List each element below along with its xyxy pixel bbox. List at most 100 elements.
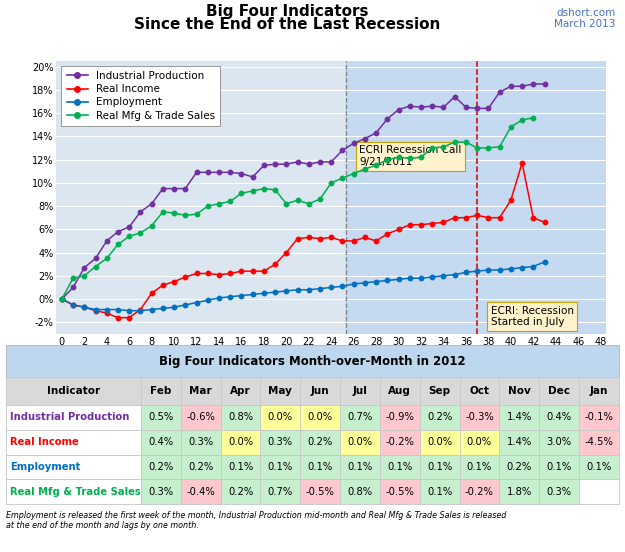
Bar (141, 455, 181, 480)
Bar (539, 480, 579, 505)
Text: ECRI Recession Call
9/21/2011: ECRI Recession Call 9/21/2011 (359, 145, 462, 167)
Text: 0.1%: 0.1% (586, 462, 611, 472)
Bar (420, 455, 459, 480)
Bar (6, 455, 141, 480)
Bar (340, 377, 380, 405)
Bar (539, 480, 579, 505)
Bar (221, 377, 261, 405)
Text: -0.5%: -0.5% (386, 487, 414, 497)
Text: 0.2%: 0.2% (308, 437, 332, 447)
Bar (6, 377, 141, 405)
Bar (539, 377, 579, 405)
Text: ECRI: Recession
Started in July: ECRI: Recession Started in July (491, 306, 574, 327)
Bar (579, 480, 619, 505)
Bar (340, 455, 380, 480)
Text: Apr: Apr (230, 386, 251, 396)
Bar (6, 405, 141, 430)
Bar (420, 480, 459, 505)
Bar (300, 480, 340, 505)
Text: 0.1%: 0.1% (348, 462, 372, 472)
Text: 0.2%: 0.2% (228, 487, 253, 497)
Text: Aug: Aug (388, 386, 411, 396)
Bar (539, 405, 579, 430)
Bar (380, 455, 420, 480)
Bar (181, 377, 221, 405)
Bar (300, 480, 340, 505)
Bar (340, 405, 380, 430)
Bar (6, 480, 141, 505)
Bar (181, 455, 221, 480)
Bar (459, 430, 499, 455)
Bar (459, 377, 499, 405)
Text: 0.2%: 0.2% (507, 462, 532, 472)
Bar (380, 480, 420, 505)
Bar (539, 405, 579, 430)
Bar (459, 405, 499, 430)
Bar (141, 480, 181, 505)
Text: Nov: Nov (508, 386, 531, 396)
Bar (6, 405, 141, 430)
Bar (579, 455, 619, 480)
Text: 0.3%: 0.3% (188, 437, 213, 447)
Bar (300, 455, 340, 480)
Text: Feb: Feb (150, 386, 172, 396)
Bar (300, 377, 340, 405)
Text: 0.0%: 0.0% (427, 437, 452, 447)
Bar (340, 377, 380, 405)
Text: Dec: Dec (548, 386, 570, 396)
Bar (261, 430, 300, 455)
Bar (420, 405, 459, 430)
Bar (300, 430, 340, 455)
Bar (181, 377, 221, 405)
Bar (459, 480, 499, 505)
Text: -0.3%: -0.3% (465, 412, 494, 422)
Bar (6, 430, 141, 455)
Bar (579, 480, 619, 505)
Text: Employment: Employment (10, 462, 80, 472)
Bar (579, 405, 619, 430)
Bar (181, 430, 221, 455)
Bar (420, 455, 459, 480)
Bar (459, 480, 499, 505)
Bar (181, 480, 221, 505)
Bar (300, 405, 340, 430)
Text: -0.9%: -0.9% (386, 412, 414, 422)
Bar (579, 377, 619, 405)
Text: 0.7%: 0.7% (348, 412, 372, 422)
Text: 0.8%: 0.8% (228, 412, 253, 422)
Bar (181, 405, 221, 430)
Text: -0.2%: -0.2% (386, 437, 414, 447)
Bar (499, 405, 539, 430)
Bar (181, 430, 221, 455)
Text: 0.1%: 0.1% (546, 462, 572, 472)
Text: 1.8%: 1.8% (507, 487, 532, 497)
Bar (459, 377, 499, 405)
Bar (380, 377, 420, 405)
Bar (261, 405, 300, 430)
Bar (420, 430, 459, 455)
Bar (420, 430, 459, 455)
Bar (300, 430, 340, 455)
Text: 0.2%: 0.2% (148, 462, 174, 472)
Text: 0.2%: 0.2% (188, 462, 213, 472)
Text: 0.1%: 0.1% (228, 462, 253, 472)
Text: Indicator: Indicator (47, 386, 100, 396)
Bar (221, 455, 261, 480)
Bar (539, 455, 579, 480)
Bar (141, 405, 181, 430)
Bar (380, 405, 420, 430)
Text: May: May (268, 386, 292, 396)
Text: Big Four Indicators Month-over-Month in 2012: Big Four Indicators Month-over-Month in … (159, 354, 466, 368)
Bar (579, 455, 619, 480)
Bar (141, 430, 181, 455)
Text: 0.1%: 0.1% (387, 462, 412, 472)
Bar (261, 377, 300, 405)
Text: 0.1%: 0.1% (427, 462, 452, 472)
Bar (579, 405, 619, 430)
Text: Jan: Jan (589, 386, 608, 396)
Text: -0.6%: -0.6% (186, 412, 215, 422)
Bar (6, 377, 141, 405)
Bar (261, 455, 300, 480)
Bar (221, 377, 261, 405)
Text: 0.3%: 0.3% (268, 437, 293, 447)
